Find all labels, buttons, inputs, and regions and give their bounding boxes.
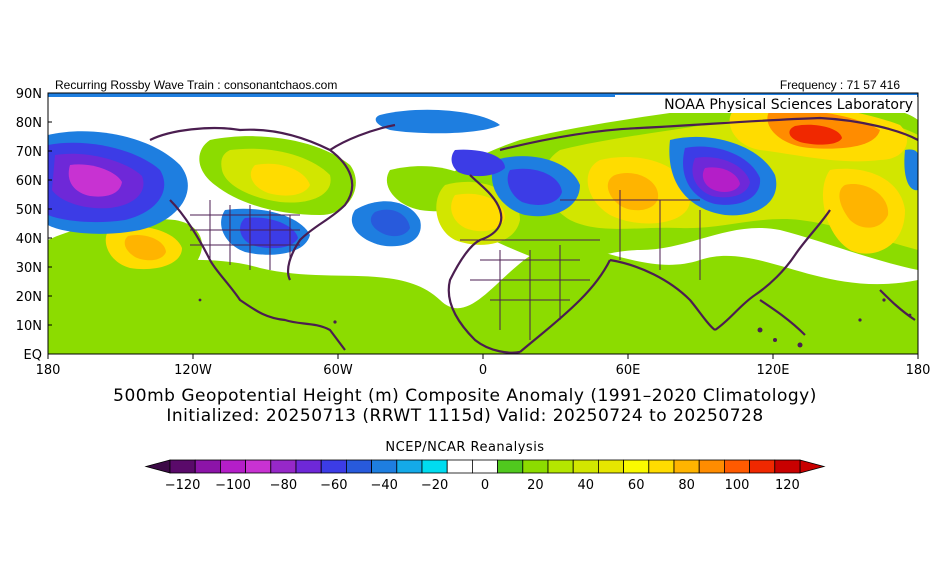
colorbar-label: −100: [215, 478, 251, 493]
colorbar-min-arrow: [144, 459, 171, 474]
lon-label: 180: [906, 363, 930, 378]
title-line-2: Initialized: 20250713 (RRWT 1115d) Valid…: [166, 406, 764, 426]
political-borders: [190, 190, 701, 340]
lon-label: 180: [36, 363, 61, 378]
lab-label-box: [615, 95, 917, 113]
latitude-axis: 90N 80N 70N 60N 50N 40N 30N 20N 10N EQ: [16, 87, 52, 363]
lat-label: 30N: [16, 261, 42, 276]
colorbar-swatch: [270, 459, 297, 474]
title-line-1: 500mb Geopotential Height (m) Composite …: [113, 386, 817, 406]
colorbar-label: 0: [481, 478, 489, 493]
colorbar-label: 100: [725, 478, 750, 493]
colorbar-swatch: [497, 459, 524, 474]
lat-label: 10N: [16, 319, 42, 334]
colorbar-label: −120: [165, 478, 201, 493]
lon-label: 0: [479, 363, 487, 378]
colorbar-swatch: [774, 459, 801, 474]
colorbar-label: 20: [527, 478, 544, 493]
coastlines: [149, 116, 918, 354]
colorbar-swatch: [371, 459, 398, 474]
lat-label: 80N: [16, 116, 42, 131]
lon-label: 60W: [323, 363, 353, 378]
lon-label: 120W: [174, 363, 212, 378]
lat-label: 40N: [16, 232, 42, 247]
negative-anomaly-field: [48, 109, 918, 255]
colorbar-swatch: [724, 459, 751, 474]
lon-label: 120E: [756, 363, 789, 378]
colorbar-label: −20: [421, 478, 448, 493]
colorbar-label: 80: [678, 478, 695, 493]
colorbar-swatch: [623, 459, 650, 474]
colorbar-swatch: [471, 459, 498, 474]
colorbar-swatch: [169, 459, 196, 474]
colorbar-swatch: [572, 459, 599, 474]
colorbar-swatch: [522, 459, 549, 474]
colorbar: [144, 459, 826, 474]
colorbar-swatch: [673, 459, 700, 474]
lon-label: 60E: [616, 363, 641, 378]
colorbar-swatch: [295, 459, 322, 474]
colorbar-label: 120: [775, 478, 800, 493]
colorbar-swatch: [421, 459, 448, 474]
colorbar-swatch: [345, 459, 372, 474]
header-right-text: Frequency : 71 57 416: [779, 78, 900, 92]
lat-label: 90N: [16, 87, 42, 102]
colorbar-swatch: [194, 459, 221, 474]
colorbar-swatch: [698, 459, 725, 474]
islands: [198, 298, 912, 348]
colorbar-label: −60: [320, 478, 347, 493]
colorbar-label: −40: [370, 478, 397, 493]
lat-label: 70N: [16, 145, 42, 160]
colorbar-swatch: [749, 459, 776, 474]
lat-label: EQ: [24, 348, 42, 363]
colorbar-swatch: [245, 459, 272, 474]
lab-label: NOAA Physical Sciences Laboratory: [664, 97, 913, 113]
colorbar-label: 40: [578, 478, 595, 493]
lat-label: 50N: [16, 203, 42, 218]
lat-label: 60N: [16, 174, 42, 189]
colorbar-label: −80: [270, 478, 297, 493]
lat-label: 20N: [16, 290, 42, 305]
colorbar-swatch: [446, 459, 473, 474]
colorbar-swatch: [598, 459, 625, 474]
colorbar-swatch: [648, 459, 675, 474]
colorbar-swatch: [320, 459, 347, 474]
header-left-text: Recurring Rossby Wave Train : consonantc…: [55, 78, 338, 92]
longitude-axis: 180 120W 60W 0 60E 120E 180: [36, 354, 930, 378]
colorbar-swatch: [219, 459, 246, 474]
colorbar-label: 60: [628, 478, 645, 493]
colorbar-swatch: [547, 459, 574, 474]
source-label: NCEP/NCAR Reanalysis: [385, 440, 545, 455]
colorbar-max-arrow: [799, 459, 826, 474]
colorbar-swatch: [396, 459, 423, 474]
colorbar-labels: −120 −100 −80 −60 −40 −20 0 20 40 60 80 100 120: [165, 478, 800, 493]
